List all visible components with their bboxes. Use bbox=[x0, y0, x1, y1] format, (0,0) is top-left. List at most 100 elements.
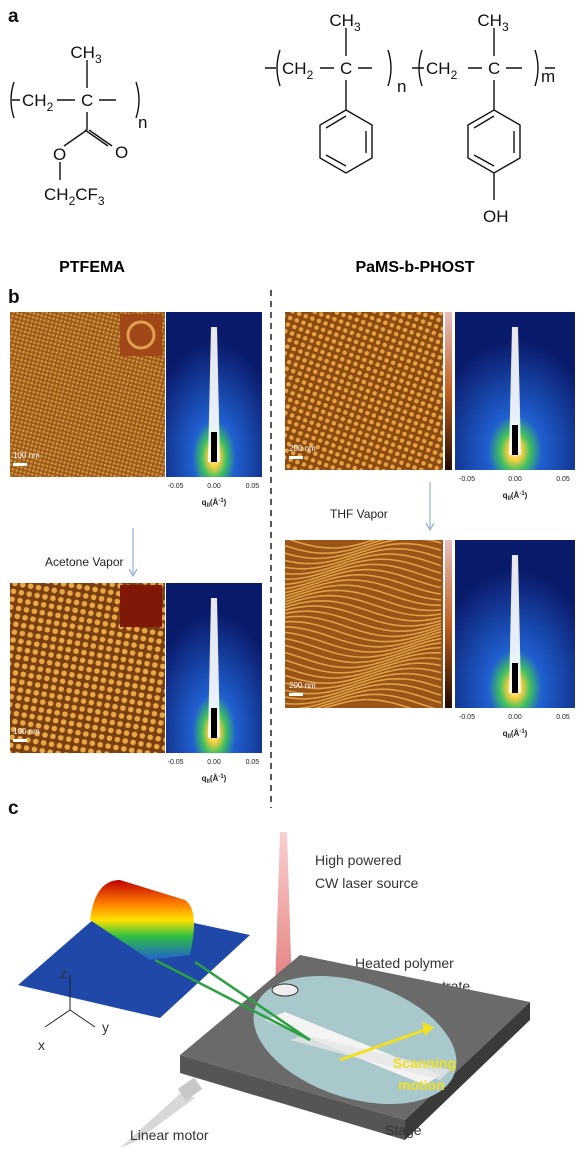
label-part: ) bbox=[224, 498, 227, 507]
label: O bbox=[53, 145, 66, 164]
label-part: (Å bbox=[210, 774, 219, 783]
q-tick-label: 0.00 bbox=[508, 476, 522, 483]
text: CH2 bbox=[22, 91, 54, 114]
label: 200 nm bbox=[289, 444, 316, 453]
label: 3 bbox=[95, 52, 102, 66]
label-part: (Å bbox=[511, 491, 520, 500]
figure: a CH3 CH2 C n O O CH2CF3 PTFEMA CH3 CH2 … bbox=[0, 0, 580, 1152]
q-tick-label: -0.05 bbox=[168, 759, 184, 766]
label: 3 bbox=[354, 20, 361, 34]
color-bar bbox=[445, 312, 452, 470]
treatment: Acetone Vapor bbox=[45, 555, 124, 569]
label-part: (Å bbox=[511, 729, 520, 738]
text: CH2 bbox=[426, 59, 458, 82]
left-top: 100 nm bbox=[10, 312, 262, 477]
label: 100 nm bbox=[13, 451, 40, 460]
label-part: ) bbox=[525, 491, 528, 500]
label-part: (Å bbox=[210, 498, 219, 507]
label: 100 nm bbox=[13, 727, 40, 736]
label: CF bbox=[75, 185, 98, 204]
q-tick-label: 0.05 bbox=[246, 483, 260, 490]
beam-stop bbox=[211, 708, 217, 738]
label: 2 bbox=[451, 68, 458, 82]
fft-inset bbox=[120, 585, 162, 627]
polymer-name: PaMS-b-PHOST bbox=[355, 259, 474, 276]
label: z bbox=[60, 965, 67, 981]
label: 3 bbox=[98, 194, 105, 208]
label: CH bbox=[44, 185, 69, 204]
label: 2 bbox=[47, 100, 54, 114]
label: CH bbox=[426, 59, 451, 78]
label: n bbox=[397, 77, 406, 96]
panel-label: b bbox=[8, 287, 20, 308]
label-part: ) bbox=[525, 729, 528, 738]
beam-stop bbox=[512, 663, 518, 693]
panel-label: c bbox=[8, 798, 19, 819]
label: Scanning bbox=[393, 1055, 456, 1071]
q-axis-label: qII(Å-1) bbox=[503, 491, 528, 502]
scale-bar bbox=[13, 463, 27, 466]
label: CH bbox=[22, 91, 47, 110]
q-tick-label: 0.05 bbox=[246, 759, 260, 766]
label: x bbox=[38, 1037, 45, 1053]
color-bar bbox=[445, 540, 452, 708]
ptfema-structure: CH3 CH2 C n O O CH2CF3 bbox=[11, 43, 147, 208]
text: CH2 bbox=[282, 59, 314, 82]
right-top: 200 nm bbox=[285, 312, 575, 470]
text: CH3 bbox=[477, 11, 509, 34]
q-tick-label: -0.05 bbox=[168, 483, 184, 490]
q-tick-label: 0.00 bbox=[508, 714, 522, 721]
label: C bbox=[340, 59, 352, 78]
label: C bbox=[488, 59, 500, 78]
q-tick-label: 0.00 bbox=[207, 483, 221, 490]
q-axis-label: qII(Å-1) bbox=[503, 729, 528, 740]
text: CH3 bbox=[329, 11, 361, 34]
q-tick-label: 0.00 bbox=[207, 759, 221, 766]
path bbox=[468, 110, 520, 200]
label: Linear motor bbox=[130, 1127, 209, 1143]
line bbox=[45, 1010, 70, 1027]
lens bbox=[272, 984, 298, 996]
beam-stop bbox=[211, 432, 217, 462]
text: CH2CF3 bbox=[44, 185, 105, 208]
left-bottom: 100 nm bbox=[10, 583, 262, 753]
label: Heated polymer bbox=[355, 955, 454, 971]
label: n bbox=[138, 113, 147, 132]
label: OH bbox=[483, 207, 509, 226]
label: motion bbox=[398, 1077, 445, 1093]
copolymer-structure: CH3 CH2 C n CH3 CH2 C m OH bbox=[265, 11, 555, 226]
label: m bbox=[541, 67, 555, 86]
beam-stop bbox=[512, 425, 518, 455]
scale-bar bbox=[289, 456, 303, 459]
q-axis-label: qII(Å-1) bbox=[202, 774, 227, 785]
scale-bar bbox=[289, 693, 303, 696]
text: CH3 bbox=[70, 43, 102, 66]
label: C bbox=[81, 91, 93, 110]
right-bottom: 200 nm bbox=[285, 528, 575, 719]
label: 2 bbox=[307, 68, 314, 82]
label: CW laser source bbox=[315, 875, 419, 891]
treatment: THF Vapor bbox=[330, 507, 388, 521]
path bbox=[320, 110, 372, 173]
label: CH bbox=[477, 11, 502, 30]
label: CH bbox=[329, 11, 354, 30]
label: 3 bbox=[502, 20, 509, 34]
polymer-name: PTFEMA bbox=[59, 259, 125, 276]
label: CH bbox=[282, 59, 307, 78]
q-axis-label: qII(Å-1) bbox=[202, 498, 227, 509]
q-tick-label: -0.05 bbox=[459, 714, 475, 721]
panel-label: a bbox=[8, 6, 19, 27]
label: O bbox=[115, 143, 128, 162]
scale-bar bbox=[13, 739, 27, 742]
label: High powered bbox=[315, 852, 401, 868]
path bbox=[11, 60, 139, 180]
q-tick-label: 0.05 bbox=[556, 714, 570, 721]
label: 200 nm bbox=[289, 681, 316, 690]
q-tick-label: -0.05 bbox=[459, 476, 475, 483]
label: CH bbox=[70, 43, 95, 62]
label: y bbox=[102, 1019, 109, 1035]
q-tick-label: 0.05 bbox=[556, 476, 570, 483]
line bbox=[70, 1010, 95, 1027]
label-part: ) bbox=[224, 774, 227, 783]
fft-inset bbox=[120, 314, 162, 356]
